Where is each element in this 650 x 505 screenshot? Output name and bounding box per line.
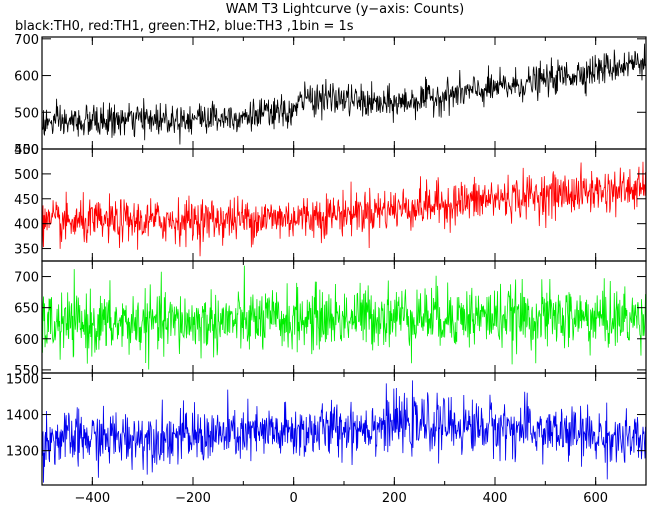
panel-th2: 550 600 650 700 <box>14 260 647 379</box>
y-tick-label: 350 <box>14 243 39 258</box>
series-line-th3 <box>42 380 646 483</box>
x-tick-label: 400 <box>483 491 508 505</box>
panel-th3: 1300 1400 1500 <box>6 372 647 486</box>
x-tick-label: −400 <box>74 491 110 505</box>
y-tick-label: 600 <box>14 70 39 85</box>
y-tick-label: 700 <box>14 271 39 286</box>
panel-th1: 350 400 450 500 550 <box>14 143 647 262</box>
y-tick-label: 500 <box>14 168 39 183</box>
chart-title: WAM T3 Lightcurve (y−axis: Counts) <box>226 2 464 17</box>
x-tick-label: −200 <box>175 491 211 505</box>
x-tick-label: 0 <box>290 491 298 505</box>
x-axis: −400 −200 0 200 400 600 <box>74 491 608 505</box>
y-tick-label: 500 <box>14 106 39 121</box>
y-tick-label: 400 <box>14 143 39 158</box>
y-tick-label: 1300 <box>6 445 39 460</box>
y-tick-label: 650 <box>14 302 39 317</box>
y-tick-label: 600 <box>14 333 39 348</box>
y-tick-label: 550 <box>14 143 39 158</box>
y-tick-label: 1500 <box>6 372 39 387</box>
y-tick-label: 1400 <box>6 409 39 424</box>
y-tick-label: 400 <box>14 218 39 233</box>
y-tick-label: 550 <box>14 364 39 379</box>
panels-group: 400 500 600 700 350 400 450 500 550 550 600 650 700 1… <box>6 33 647 486</box>
x-tick-label: 600 <box>583 491 608 505</box>
y-tick-label: 450 <box>14 193 39 208</box>
series-line-th0 <box>42 43 646 145</box>
panel-th0: 400 500 600 700 <box>14 33 647 158</box>
series-line-th2 <box>42 265 646 370</box>
chart-subtitle: black:TH0, red:TH1, green:TH2, blue:TH3 … <box>15 19 354 34</box>
y-tick-label: 700 <box>14 33 39 48</box>
x-tick-label: 200 <box>382 491 407 505</box>
series-line-th1 <box>42 161 646 257</box>
